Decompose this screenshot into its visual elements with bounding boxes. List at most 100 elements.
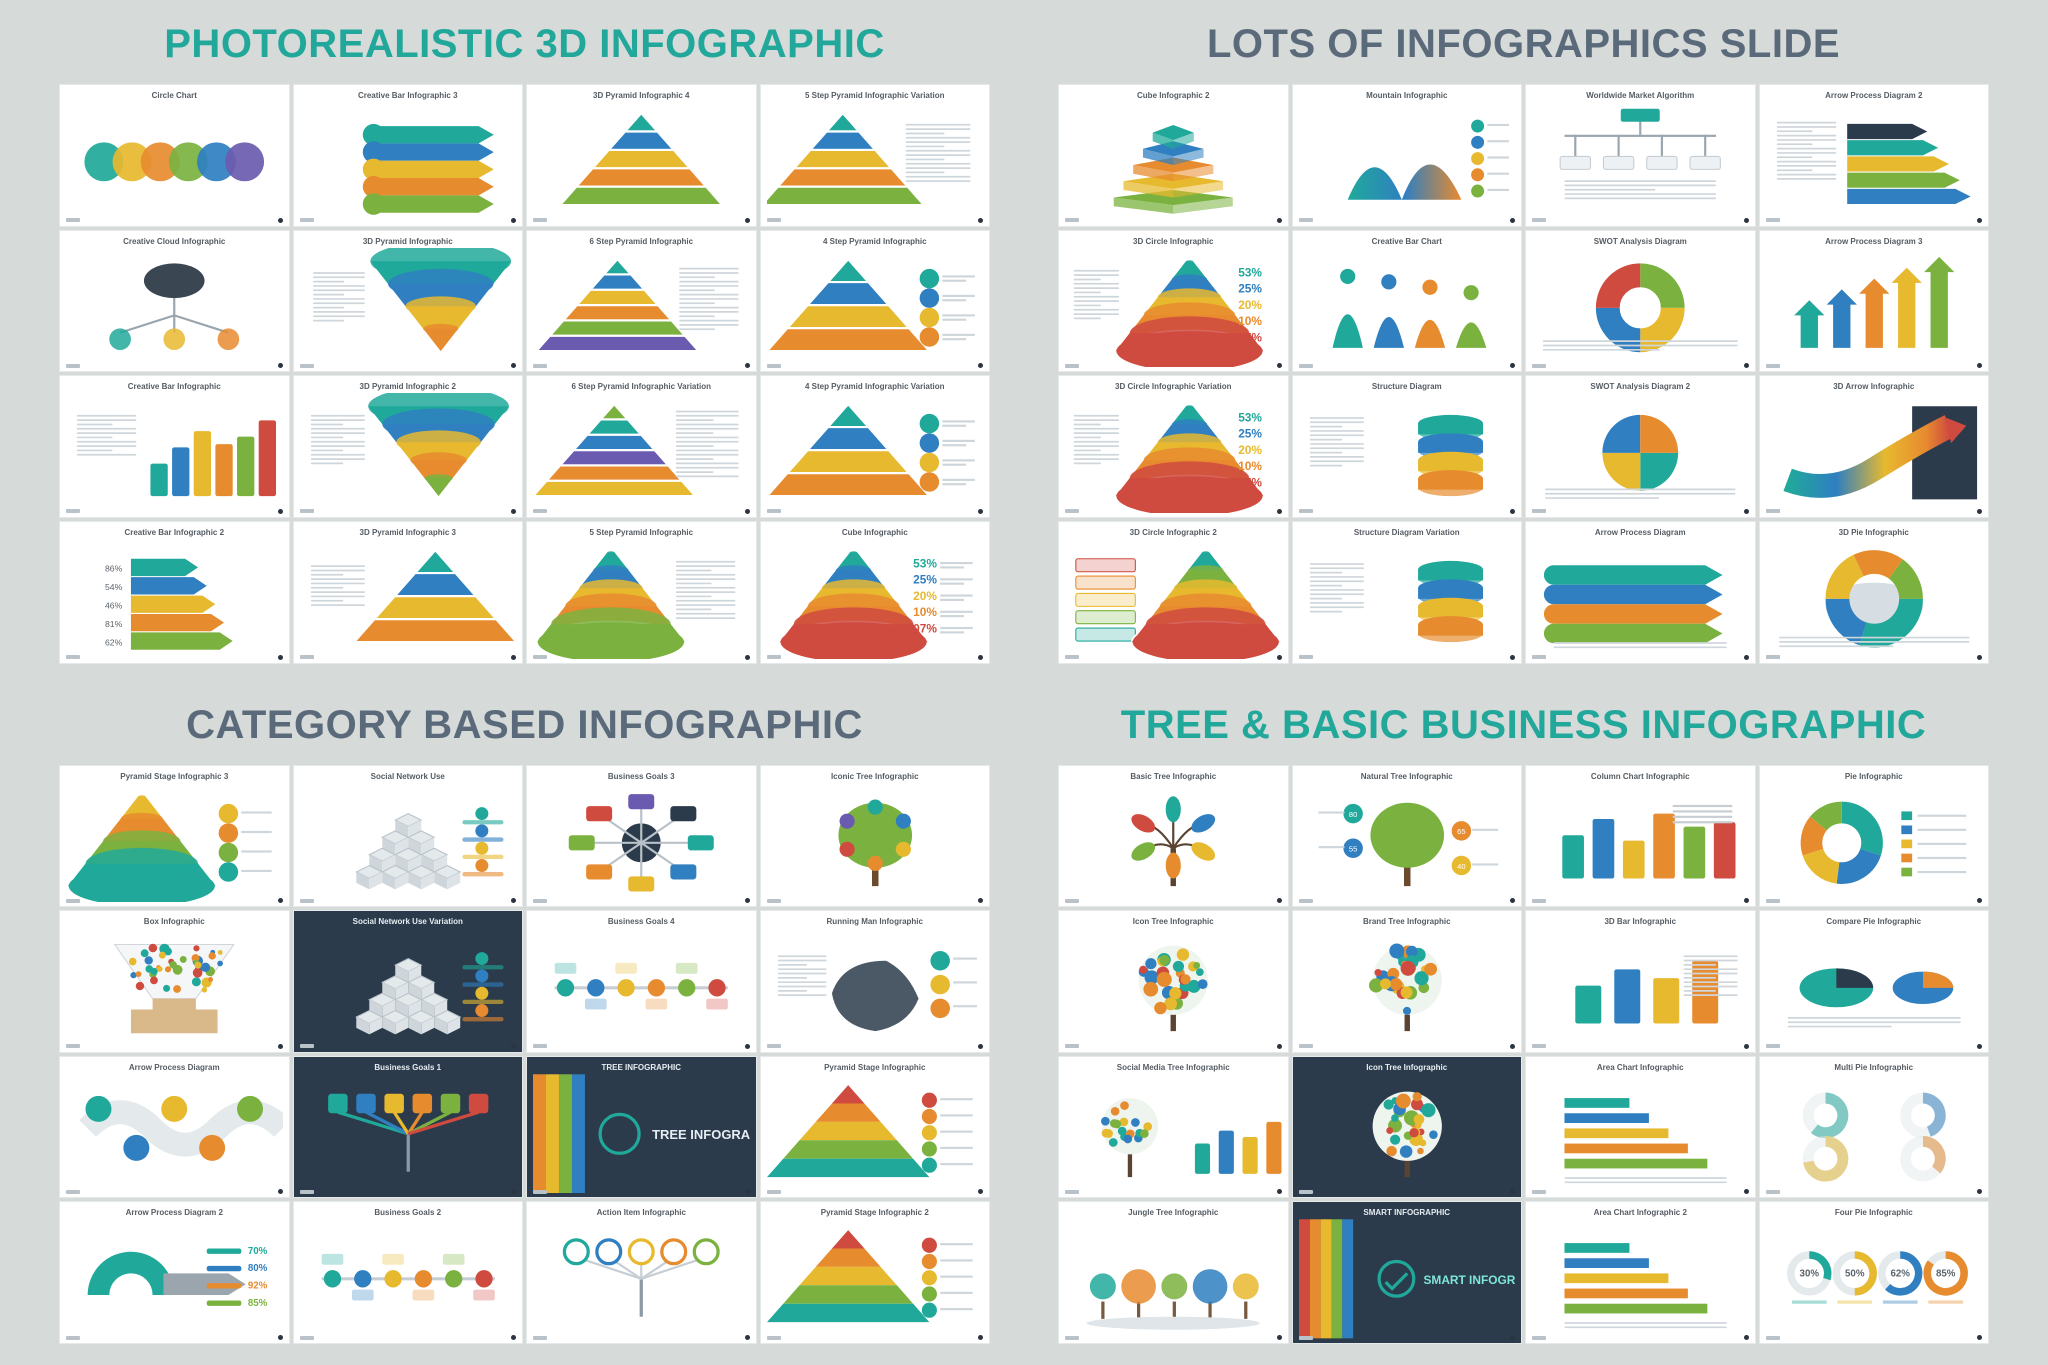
slide-thumbnail[interactable]: Creative Bar Infographic 2 86% 54% 46% 8… (60, 522, 289, 663)
slide-thumbnail[interactable]: 4 Step Pyramid Infographic (761, 231, 990, 372)
slide-thumbnail[interactable]: Structure Diagram Variation (1293, 522, 1522, 663)
slide-thumbnail[interactable]: Box Infographic (60, 911, 289, 1052)
slide-thumbnail[interactable]: SWOT Analysis Diagram 2 (1526, 376, 1755, 517)
brand-mark (533, 1190, 547, 1194)
slide-thumbnail[interactable]: Arrow Process Diagram 2 (1760, 85, 1989, 226)
slide-thumbnail[interactable]: 5 Step Pyramid Infographic (527, 522, 756, 663)
slide-thumbnail[interactable]: 3D Arrow Infographic (1760, 376, 1989, 517)
thumb-preview (300, 783, 517, 903)
slide-thumbnail[interactable]: 3D Pie Infographic (1760, 522, 1989, 663)
brand-mark (1065, 1336, 1079, 1340)
slide-thumbnail[interactable]: Running Man Infographic (761, 911, 990, 1052)
slide-thumbnail[interactable]: Action Item Infographic (527, 1202, 756, 1343)
slide-thumbnail[interactable]: Area Chart Infographic 2 (1526, 1202, 1755, 1343)
slide-thumbnail[interactable]: Circle Chart (60, 85, 289, 226)
slide-thumbnail[interactable]: 5 Step Pyramid Infographic Variation (761, 85, 990, 226)
brand-mark (1299, 899, 1313, 903)
slide-thumbnail[interactable]: Pyramid Stage Infographic (761, 1057, 990, 1198)
slide-thumbnail[interactable]: Worldwide Market Algorithm (1526, 85, 1755, 226)
slide-thumbnail[interactable]: Creative Bar Infographic (60, 376, 289, 517)
slide-thumbnail[interactable]: Basic Tree Infographic (1059, 766, 1288, 907)
slide-thumbnail[interactable]: Arrow Process Diagram 2 70% 80% 92% 85% (60, 1202, 289, 1343)
slide-thumbnail[interactable]: Column Chart Infographic (1526, 766, 1755, 907)
thumb-title: Pyramid Stage Infographic (767, 1063, 984, 1072)
slide-thumbnail[interactable]: Pyramid Stage Infographic 2 (761, 1202, 990, 1343)
brand-mark (1766, 218, 1780, 222)
slide-thumbnail[interactable]: 3D Circle Infographic 2 (1059, 522, 1288, 663)
brand-mark (767, 1336, 781, 1340)
slide-thumbnail[interactable]: Arrow Process Diagram (60, 1057, 289, 1198)
slide-thumbnail[interactable]: Structure Diagram (1293, 376, 1522, 517)
slide-thumbnail[interactable]: 3D Pyramid Infographic 2 (294, 376, 523, 517)
slide-thumbnail[interactable]: 6 Step Pyramid Infographic (527, 231, 756, 372)
thumb-title: Area Chart Infographic (1532, 1063, 1749, 1072)
thumb-preview (767, 393, 984, 513)
slide-thumbnail[interactable]: 3D Bar Infographic (1526, 911, 1755, 1052)
svg-text:54%: 54% (105, 582, 123, 592)
slide-thumbnail[interactable]: Cube Infographic 53% 25% 20% 10% 07% (761, 522, 990, 663)
thumb-preview (1532, 102, 1749, 222)
slide-thumbnail[interactable]: 6 Step Pyramid Infographic Variation (527, 376, 756, 517)
page-dot-icon (1977, 1044, 1982, 1049)
thumbnail-grid: Circle Chart Creative Bar Infographic 3 (60, 85, 989, 663)
slide-thumbnail[interactable]: 3D Pyramid Infographic 4 (527, 85, 756, 226)
slide-thumbnail[interactable]: 3D Circle Infographic Variation 53%25%20… (1059, 376, 1288, 517)
slide-thumbnail[interactable]: Business Goals 1 (294, 1057, 523, 1198)
thumb-title: Creative Bar Chart (1299, 237, 1516, 246)
brand-mark (767, 218, 781, 222)
page-dot-icon (278, 1335, 283, 1340)
thumb-title: 3D Arrow Infographic (1766, 382, 1983, 391)
slide-thumbnail[interactable]: Business Goals 2 (294, 1202, 523, 1343)
page-dot-icon (278, 1044, 283, 1049)
slide-thumbnail[interactable]: Four Pie Infographic 30% 50% 62% 85% (1760, 1202, 1989, 1343)
slide-thumbnail[interactable]: Social Network Use (294, 766, 523, 907)
thumb-preview (1766, 102, 1983, 222)
slide-thumbnail[interactable]: 3D Pyramid Infographic (294, 231, 523, 372)
thumb-title: Basic Tree Infographic (1065, 772, 1282, 781)
thumb-preview (1299, 102, 1516, 222)
slide-thumbnail[interactable]: Iconic Tree Infographic (761, 766, 990, 907)
slide-thumbnail[interactable]: Social Media Tree Infographic (1059, 1057, 1288, 1198)
slide-thumbnail[interactable]: 3D Circle Infographic 53%25%20%10%07% (1059, 231, 1288, 372)
slide-thumbnail[interactable]: Mountain Infographic (1293, 85, 1522, 226)
slide-thumbnail[interactable]: Brand Tree Infographic (1293, 911, 1522, 1052)
thumb-footer (1766, 1044, 1983, 1049)
slide-thumbnail[interactable]: 3D Pyramid Infographic 3 (294, 522, 523, 663)
slide-thumbnail[interactable]: Business Goals 3 (527, 766, 756, 907)
thumb-preview: 86% 54% 46% 81% 62% (66, 539, 283, 659)
thumb-preview (1532, 783, 1749, 903)
slide-thumbnail[interactable]: Cube Infographic 2 (1059, 85, 1288, 226)
slide-thumbnail[interactable]: Area Chart Infographic (1526, 1057, 1755, 1198)
slide-thumbnail[interactable]: SWOT Analysis Diagram (1526, 231, 1755, 372)
slide-thumbnail[interactable]: 4 Step Pyramid Infographic Variation (761, 376, 990, 517)
slide-thumbnail[interactable]: SMART INFOGRAPHIC SMART INFOGRAPHIC (1293, 1202, 1522, 1343)
thumb-title: Area Chart Infographic 2 (1532, 1208, 1749, 1217)
thumb-title: 3D Pyramid Infographic 4 (533, 91, 750, 100)
brand-mark (1532, 899, 1546, 903)
slide-thumbnail[interactable]: Compare Pie Infographic (1760, 911, 1989, 1052)
thumb-preview (66, 248, 283, 368)
thumb-preview (1766, 393, 1983, 513)
slide-thumbnail[interactable]: Arrow Process Diagram 3 (1760, 231, 1989, 372)
slide-thumbnail[interactable]: Icon Tree Infographic (1059, 911, 1288, 1052)
slide-thumbnail[interactable]: Pyramid Stage Infographic 3 (60, 766, 289, 907)
slide-thumbnail[interactable]: Creative Cloud Infographic (60, 231, 289, 372)
slide-thumbnail[interactable]: Natural Tree Infographic 80 65 55 40 (1293, 766, 1522, 907)
slide-thumbnail[interactable]: TREE INFOGRAPHIC TREE INFOGRAPHIC (527, 1057, 756, 1198)
slide-thumbnail[interactable]: Jungle Tree Infographic (1059, 1202, 1288, 1343)
slide-thumbnail[interactable]: Arrow Process Diagram (1526, 522, 1755, 663)
slide-thumbnail[interactable]: Multi Pie Infographic (1760, 1057, 1989, 1198)
brand-mark (66, 899, 80, 903)
slide-thumbnail[interactable]: Creative Bar Infographic 3 (294, 85, 523, 226)
thumb-preview (1532, 1074, 1749, 1194)
svg-text:46%: 46% (105, 600, 123, 610)
page-dot-icon (978, 1044, 983, 1049)
thumb-title: Business Goals 1 (300, 1063, 517, 1072)
slide-thumbnail[interactable]: Icon Tree Infographic (1293, 1057, 1522, 1198)
thumb-preview (300, 539, 517, 659)
page-dot-icon (745, 898, 750, 903)
slide-thumbnail[interactable]: Pie Infographic (1760, 766, 1989, 907)
slide-thumbnail[interactable]: Social Network Use Variation (294, 911, 523, 1052)
slide-thumbnail[interactable]: Creative Bar Chart (1293, 231, 1522, 372)
slide-thumbnail[interactable]: Business Goals 4 (527, 911, 756, 1052)
